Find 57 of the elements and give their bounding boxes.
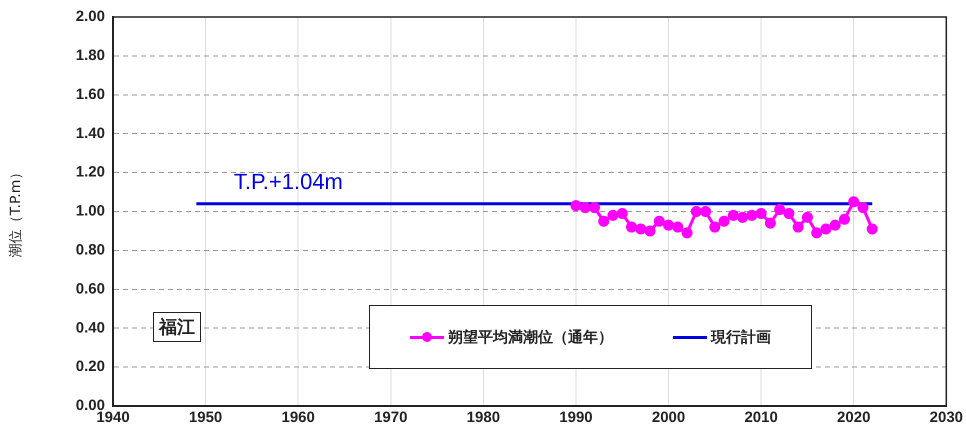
point — [580, 202, 591, 214]
point — [737, 212, 748, 223]
point — [830, 220, 841, 231]
point — [811, 227, 822, 238]
point — [616, 208, 628, 219]
point — [838, 214, 850, 225]
y-tick-label: 2.00 — [76, 8, 105, 26]
point — [690, 206, 702, 217]
x-tick-label: 2020 — [837, 409, 870, 426]
annotation: T.P.+1.04m — [234, 169, 343, 194]
point — [700, 206, 712, 217]
y-tick-label: 1.40 — [76, 124, 105, 142]
point — [570, 200, 582, 212]
point — [644, 225, 656, 236]
point — [654, 216, 665, 227]
point — [728, 210, 739, 221]
y-tick-label: 1.00 — [76, 202, 105, 220]
legend-label: 現行計画 — [711, 328, 771, 346]
point — [682, 227, 693, 238]
x-tick-label: 2000 — [652, 409, 686, 426]
y-tick-label: 1.80 — [76, 47, 105, 64]
point — [820, 224, 832, 235]
point — [792, 222, 804, 233]
point — [764, 218, 776, 229]
x-tick-label: 1980 — [466, 409, 500, 426]
point — [626, 222, 638, 233]
x-tick-label: 1970 — [374, 409, 408, 426]
point — [607, 210, 618, 221]
point — [588, 202, 600, 214]
x-tick-label: 1960 — [281, 409, 315, 426]
annotation: 福江 — [153, 312, 201, 342]
y-tick-label: 0.40 — [76, 319, 105, 336]
x-tick-label: 2010 — [744, 409, 778, 426]
x-tick-label: 1990 — [559, 409, 593, 426]
x-tick-label: 1950 — [188, 409, 222, 426]
y-tick-label: 0.60 — [76, 280, 105, 298]
y-tick-label: 0.80 — [76, 242, 105, 259]
point — [866, 224, 878, 235]
point — [746, 210, 758, 221]
y-axis-title: 潮位（T.P.m） — [8, 166, 24, 258]
y-tick-label: 0.20 — [76, 358, 105, 376]
point — [802, 212, 813, 223]
point — [672, 222, 684, 233]
point — [848, 196, 860, 208]
point — [857, 202, 868, 214]
point — [774, 204, 786, 216]
point — [756, 208, 767, 219]
point — [598, 216, 610, 227]
point — [635, 224, 646, 235]
y-tick-label: 1.20 — [76, 164, 105, 181]
point — [783, 208, 794, 219]
y-tick-label: 1.60 — [76, 86, 105, 103]
point — [663, 220, 674, 231]
point — [718, 216, 730, 227]
point — [709, 222, 720, 233]
legend-label: 朔望平均満潮位（通年） — [448, 328, 613, 346]
x-tick-label: 2030 — [930, 409, 964, 426]
